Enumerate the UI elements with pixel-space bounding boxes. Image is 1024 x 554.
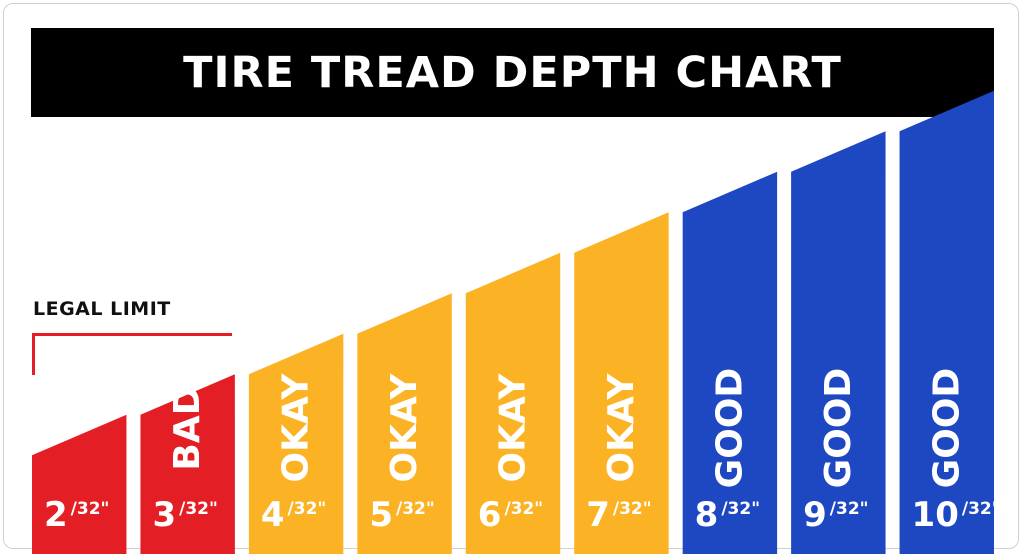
bar-9 [791,131,886,554]
rating-label-3: BAD [167,385,208,470]
rating-label-5: OKAY [384,373,425,483]
bar-3 [140,374,235,554]
value-label-10: 10/32" [912,495,1001,535]
value-label-2: 2/32" [44,495,109,535]
bar-7 [574,212,669,554]
rating-label-6: OKAY [493,373,534,483]
bar-8 [682,171,778,554]
bar-10 [899,90,994,554]
title-bar: TIRE TREAD DEPTH CHART [31,28,994,117]
chart-title: TIRE TREAD DEPTH CHART [183,47,842,98]
rating-label-7: OKAY [601,373,642,483]
value-label-8: 8/32" [695,495,760,535]
legal-limit-bracket [32,333,232,375]
legal-limit-label: LEGAL LIMIT [33,298,171,320]
rating-label-9: GOOD [818,368,859,489]
rating-label-8: GOOD [709,368,750,489]
bar-5 [357,293,452,554]
value-label-4: 4/32" [261,495,326,535]
value-label-3: 3/32" [152,495,217,535]
bar-4 [248,333,344,554]
value-label-6: 6/32" [478,495,543,535]
value-label-5: 5/32" [369,495,434,535]
rating-label-10: GOOD [926,368,967,489]
bar-6 [465,252,561,554]
bar-2 [32,414,127,554]
rating-label-4: OKAY [276,373,317,483]
value-label-9: 9/32" [803,495,868,535]
value-label-7: 7/32" [586,495,651,535]
